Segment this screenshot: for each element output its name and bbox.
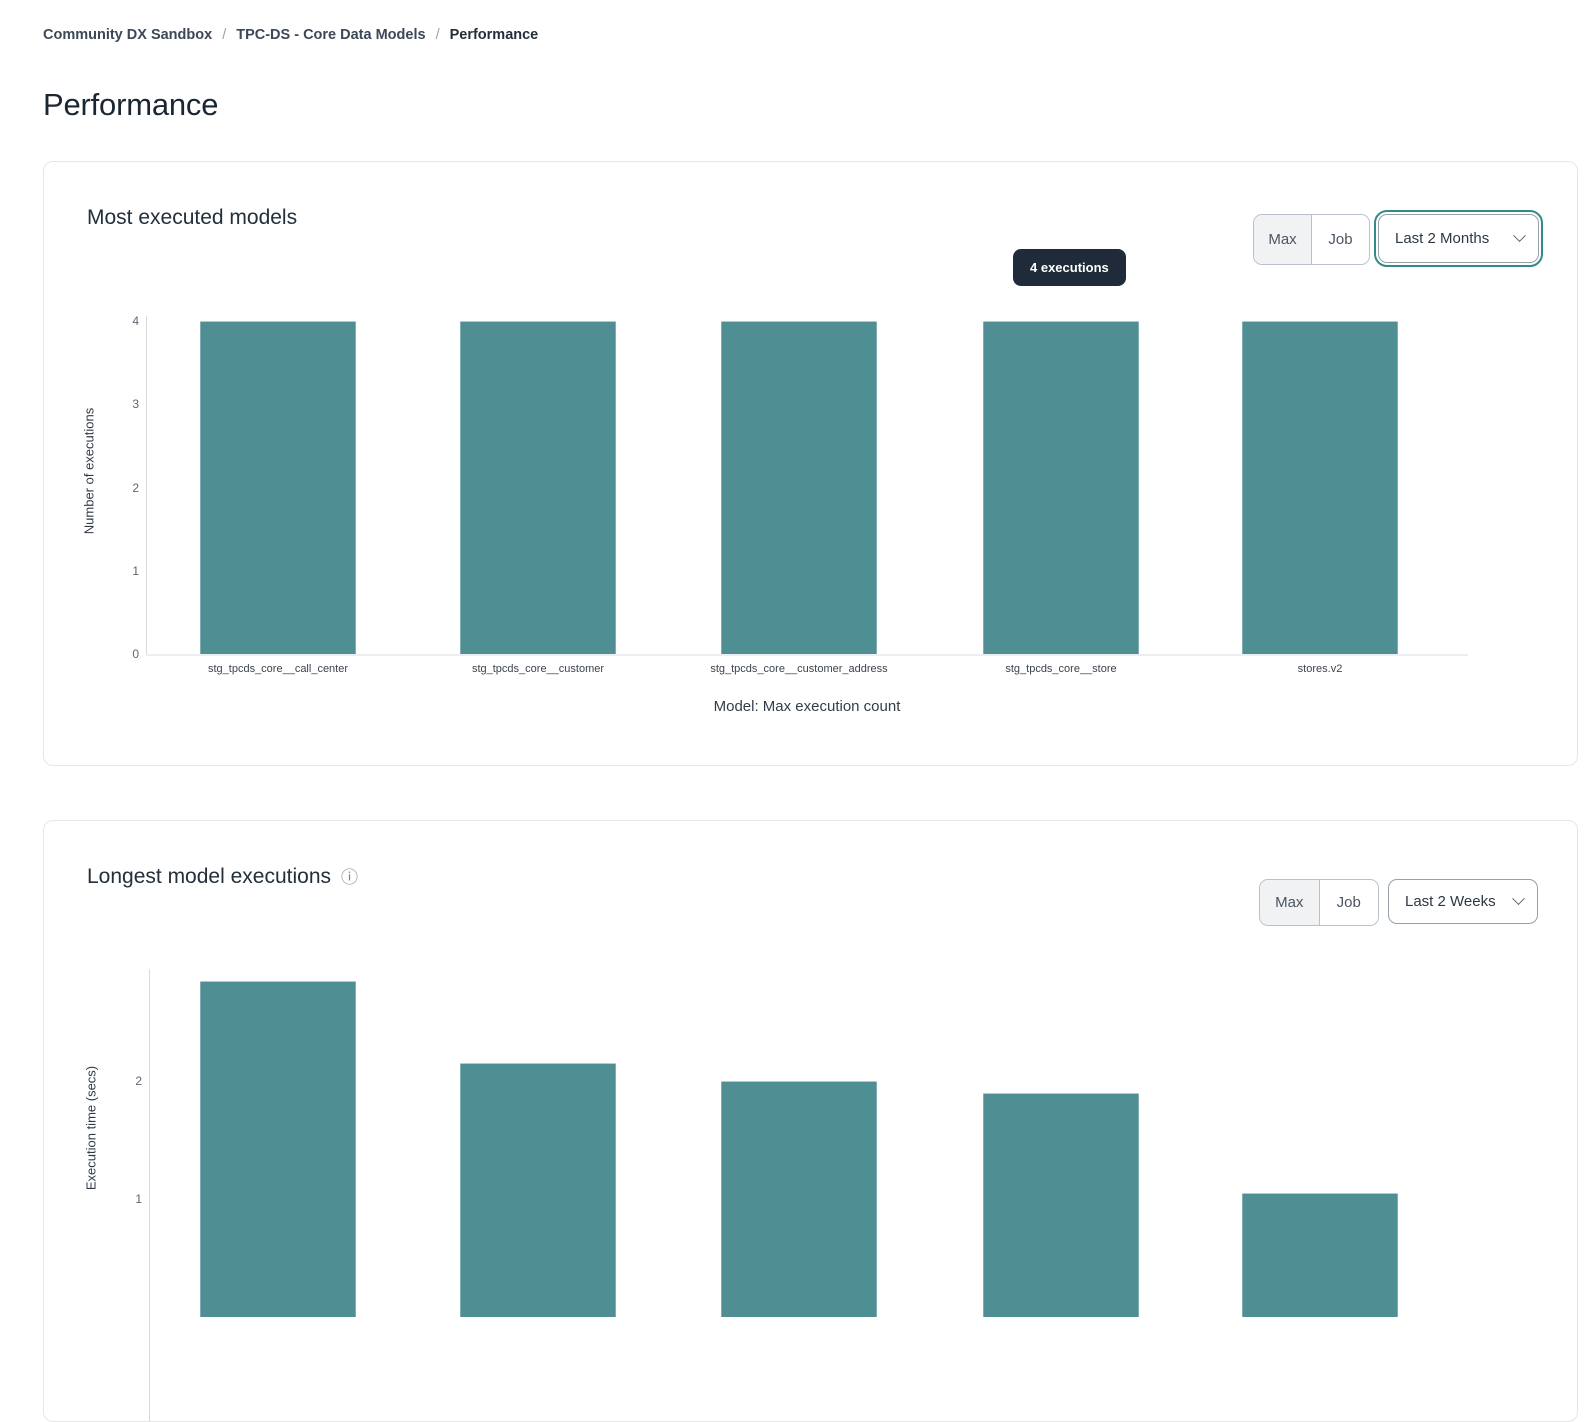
page-title: Performance [43, 86, 219, 122]
most-executed-models-chart: Number of executions Model: Max executio… [44, 162, 1577, 765]
breadcrumb-separator: / [435, 27, 440, 43]
x-axis-title: Model: Max execution count [713, 698, 901, 715]
bar-stg_tpcds_core__call_center[interactable] [200, 321, 356, 654]
card-title-text: Most executed models [87, 206, 298, 229]
bar-column-4[interactable] [983, 1092, 1139, 1317]
time-range-value: Last 2 Weeks [1405, 893, 1496, 910]
x-tick-label: stores.v2 [1297, 663, 1343, 675]
y-axis-label: Execution time (secs) [83, 1065, 99, 1191]
info-icon[interactable]: ⓘ [341, 867, 358, 887]
bar-column-5[interactable] [1242, 1193, 1398, 1317]
bar-stg_tpcds_core__customer_address[interactable] [721, 321, 877, 654]
bar-stores.v2[interactable] [1242, 321, 1398, 654]
longest-model-executions-chart: Execution time (secs) 1 2 [44, 821, 1577, 1421]
longest-model-executions-card: Longest model executions ⓘ Max Job Last … [43, 820, 1578, 1422]
bar-tooltip: 4 executions [1013, 249, 1126, 286]
breadcrumb-separator: / [222, 27, 227, 43]
bar-stg_tpcds_core__customer[interactable] [460, 321, 616, 654]
time-range-value: Last 2 Months [1395, 230, 1490, 247]
bar-stg_tpcds_core__store[interactable] [983, 321, 1139, 654]
x-tick-label: stg_tpcds_core__customer_address [710, 663, 888, 675]
toggle-max-button[interactable]: Max [1254, 215, 1311, 264]
card-title: Longest model executions ⓘ [87, 865, 358, 889]
most-executed-models-card: Most executed models Max Job Last 2 Mont… [43, 161, 1578, 766]
x-tick-label: stg_tpcds_core__store [1005, 663, 1117, 675]
toggle-max-button[interactable]: Max [1260, 880, 1319, 925]
time-range-dropdown[interactable]: Last 2 Months [1374, 210, 1543, 267]
x-axis-line [146, 654, 1468, 656]
y-tick-label: 0 [132, 647, 139, 661]
y-axis-line [146, 316, 147, 656]
breadcrumb: Community DX Sandbox / TPC-DS - Core Dat… [43, 27, 538, 43]
toggle-job-button[interactable]: Job [1318, 880, 1378, 925]
bar-column-2[interactable] [460, 1063, 616, 1317]
y-axis-line [149, 969, 150, 1421]
y-tick-label: 1 [135, 1192, 142, 1206]
bar-column-3[interactable] [721, 1081, 877, 1317]
card-title: Most executed models [87, 206, 297, 230]
y-tick-label: 4 [132, 314, 139, 328]
y-tick-label: 2 [135, 1074, 142, 1088]
y-tick-label: 2 [132, 480, 139, 495]
y-axis-label: Number of executions [81, 407, 97, 535]
breadcrumb-item-current: Performance [449, 27, 539, 43]
x-tick-label: stg_tpcds_core__call_center [207, 663, 349, 675]
max-job-toggle: Max Job [1259, 879, 1379, 926]
max-job-toggle: Max Job [1253, 214, 1370, 265]
y-tick-label: 3 [132, 397, 139, 412]
breadcrumb-item-account[interactable]: Community DX Sandbox [43, 27, 213, 43]
time-range-dropdown[interactable]: Last 2 Weeks [1388, 879, 1538, 924]
y-tick-label: 1 [132, 563, 139, 578]
breadcrumb-item-project[interactable]: TPC-DS - Core Data Models [236, 27, 426, 43]
x-tick-label: stg_tpcds_core__customer [471, 663, 605, 675]
card-title-text: Longest model executions [87, 865, 331, 888]
toggle-job-button[interactable]: Job [1311, 215, 1369, 264]
bar-column-1[interactable] [200, 980, 356, 1317]
